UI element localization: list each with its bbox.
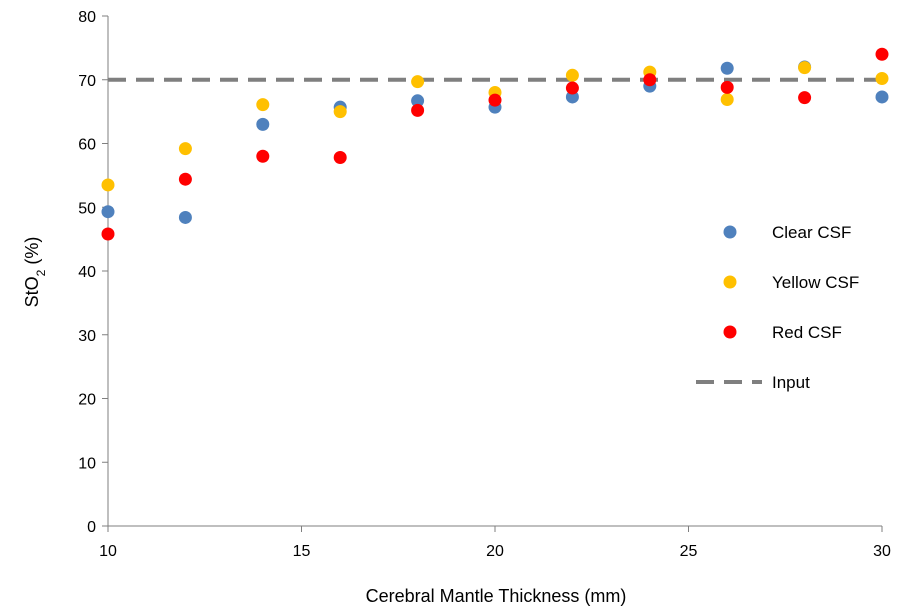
yellow-csf-point — [256, 98, 270, 112]
yellow-csf-point — [333, 105, 347, 119]
y-tick-label: 20 — [78, 392, 96, 409]
red-csf-point — [256, 149, 270, 163]
yellow-csf-point — [101, 178, 115, 192]
yellow-csf-point — [720, 93, 734, 107]
red-csf-point — [565, 81, 579, 95]
clear-csf-point — [256, 117, 270, 131]
legend-label-red-csf: Red CSF — [772, 323, 842, 342]
red-csf-point — [333, 151, 347, 165]
y-axis-title-subscript: 2 — [34, 269, 48, 276]
red-csf-point — [178, 172, 192, 186]
red-csf-point — [101, 227, 115, 241]
y-tick-label: 10 — [78, 455, 96, 472]
x-tick-label: 25 — [680, 543, 698, 560]
x-tick-label: 15 — [293, 543, 311, 560]
clear-csf-point — [101, 205, 115, 219]
y-axis-title-main: StO — [22, 276, 42, 307]
red-csf-point — [643, 73, 657, 87]
y-tick-label: 40 — [78, 264, 96, 281]
y-tick-label: 50 — [78, 200, 96, 217]
x-tick-label: 10 — [99, 543, 117, 560]
y-tick-label: 0 — [87, 519, 96, 536]
legend-label-input: Input — [772, 373, 810, 392]
yellow-csf-point — [178, 142, 192, 156]
yellow-csf-point — [875, 71, 889, 85]
legend-marker-clear-csf — [723, 225, 737, 239]
x-tick-label: 30 — [873, 543, 891, 560]
legend-label-yellow-csf: Yellow CSF — [772, 273, 859, 292]
y-axis-title: StO2 (%) — [22, 237, 48, 308]
legend-marker-red-csf — [723, 325, 737, 339]
clear-csf-point — [565, 90, 579, 104]
clear-csf-point — [178, 210, 192, 224]
data-marks — [101, 47, 889, 241]
red-csf-point — [411, 103, 425, 117]
clear-csf-point — [720, 61, 734, 75]
y-tick-label: 70 — [78, 73, 96, 90]
y-tick-label: 80 — [78, 9, 96, 26]
clear-csf-point — [875, 90, 889, 104]
yellow-csf-point — [565, 68, 579, 82]
x-axis-ticks: 10 15 20 25 30 — [99, 526, 891, 560]
x-tick-label: 20 — [486, 543, 504, 560]
yellow-csf-point — [411, 75, 425, 89]
y-tick-label: 30 — [78, 328, 96, 345]
legend-label-clear-csf: Clear CSF — [772, 223, 851, 242]
clear-csf-point — [411, 94, 425, 108]
yellow-csf-point — [798, 61, 812, 75]
y-axis-ticks: 0 10 20 30 40 50 60 70 80 — [78, 9, 108, 536]
y-axis-title-suffix: (%) — [22, 237, 42, 270]
x-axis-title: Cerebral Mantle Thickness (mm) — [366, 586, 627, 606]
y-tick-label: 60 — [78, 137, 96, 154]
red-csf-point — [720, 80, 734, 94]
red-csf-point — [875, 47, 889, 61]
legend-marker-yellow-csf — [723, 275, 737, 289]
red-csf-point — [488, 93, 502, 107]
legend: Clear CSF Yellow CSF Red CSF Input — [696, 223, 859, 392]
red-csf-point — [798, 91, 812, 105]
